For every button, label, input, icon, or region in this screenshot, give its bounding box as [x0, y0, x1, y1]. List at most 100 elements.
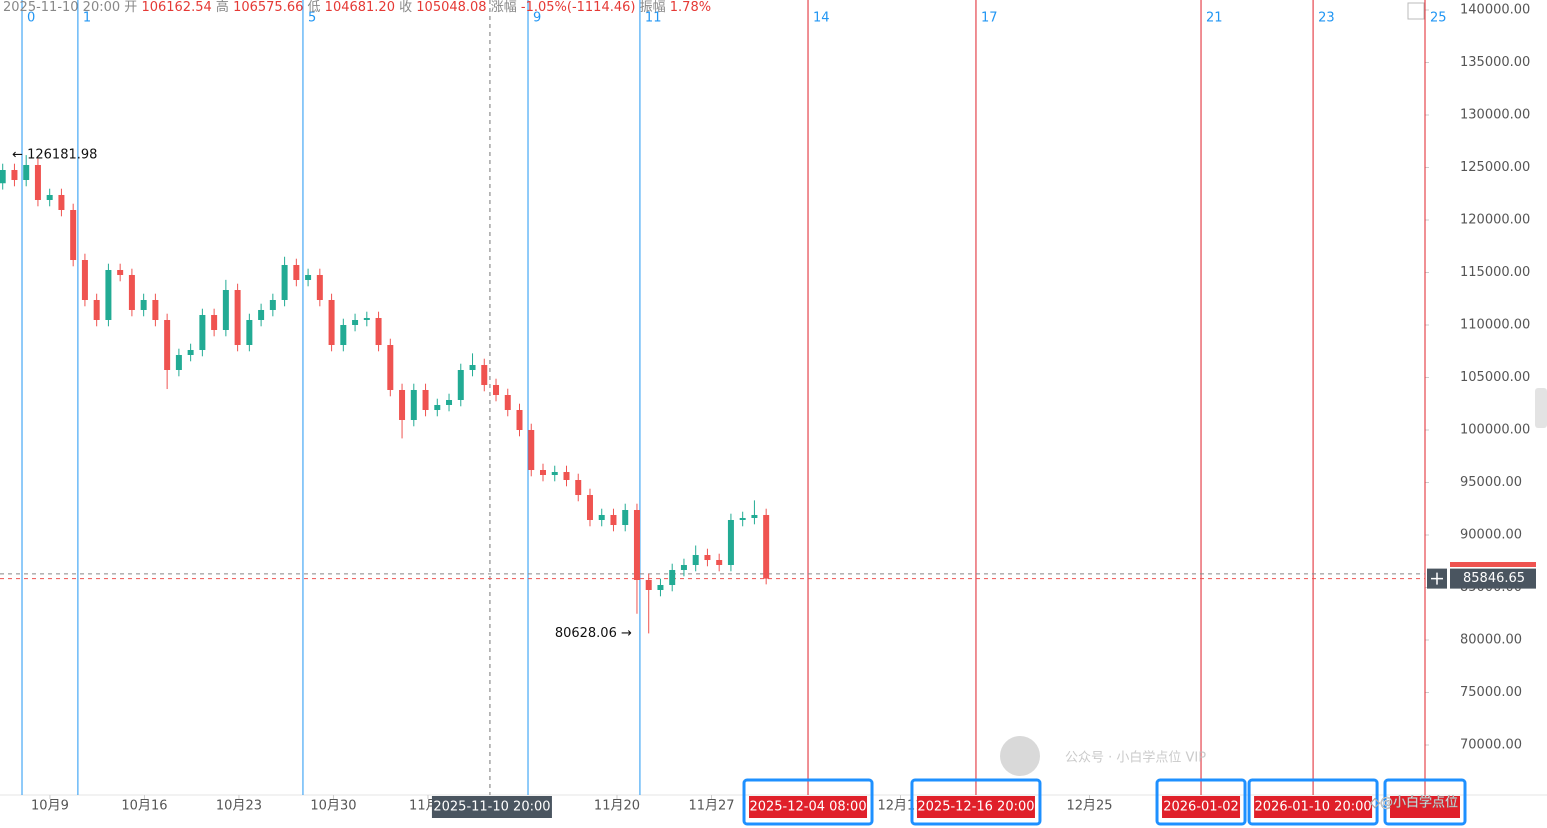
header-item: 收 — [399, 0, 412, 15]
candle-body — [363, 317, 370, 320]
candle-body — [457, 370, 464, 400]
candle-body — [669, 569, 676, 585]
candle-body — [293, 265, 300, 280]
header-item: 高 — [216, 0, 229, 15]
x-tick-label: 10月9 — [31, 799, 69, 814]
corner-icon[interactable] — [1407, 2, 1425, 20]
candle-body — [551, 471, 558, 476]
time-zone-label: 1 — [83, 11, 91, 26]
y-tick-label: 100000.00 — [1460, 422, 1530, 437]
candle-body — [610, 514, 617, 526]
header-item: -1.05%(-1114.46) — [521, 0, 636, 15]
date-highlight — [742, 778, 874, 826]
candle-body — [164, 319, 171, 371]
price-badge-top — [1450, 562, 1536, 567]
x-tick-label: 11月27 — [688, 799, 734, 814]
y-tick-label: 75000.00 — [1460, 685, 1522, 700]
header-item: 1.78% — [670, 0, 711, 15]
watermark-icon — [1000, 736, 1040, 776]
ohlc-header: 2025-11-10 20:00 开 106162.54 高 106575.66… — [3, 0, 711, 15]
candle-body — [446, 399, 453, 405]
candle-body — [140, 299, 147, 310]
candle-body — [716, 559, 723, 565]
candle-body — [105, 269, 112, 320]
y-tick-label: 135000.00 — [1460, 55, 1530, 70]
x-tick-label: 10月23 — [216, 799, 262, 814]
candle-body — [128, 274, 135, 310]
y-tick-label: 120000.00 — [1460, 212, 1530, 227]
candle-body — [70, 210, 77, 261]
header-item: 涨幅 — [491, 0, 517, 15]
candle-body — [0, 169, 6, 184]
candle-body — [352, 319, 359, 325]
candle-body — [340, 324, 347, 345]
candle-body — [645, 580, 652, 590]
header-item: 106575.66 — [233, 0, 303, 15]
y-tick-label: 80000.00 — [1460, 632, 1522, 647]
date-badge — [1254, 796, 1373, 818]
date-badge-label: 2026-01-02 — [1163, 800, 1239, 815]
time-zone-label: 0 — [27, 11, 35, 26]
candle-body — [622, 509, 629, 526]
candle-body — [316, 274, 323, 300]
y-tick-label: 90000.00 — [1460, 527, 1522, 542]
x-tick-label: 10月16 — [121, 799, 167, 814]
candle-body — [763, 514, 770, 579]
candle-body — [117, 269, 124, 275]
candle-body — [187, 349, 194, 355]
candle-body — [739, 517, 746, 520]
time-zone-label: 5 — [308, 11, 316, 26]
candle-body — [633, 509, 640, 581]
candle-body — [328, 299, 335, 345]
candle-body — [375, 317, 382, 345]
candle-body — [469, 365, 476, 371]
candle-body — [504, 395, 511, 410]
header-item: 振幅 — [640, 0, 666, 15]
candle-body — [11, 169, 18, 180]
date-badge-label: 2025-12-16 20:00 — [917, 800, 1034, 815]
candle-body — [692, 555, 699, 565]
candle-body — [199, 315, 206, 350]
date-badge — [749, 796, 868, 818]
header-item: 106162.54 — [141, 0, 211, 15]
candle-body — [598, 514, 605, 520]
candle-body — [539, 470, 546, 476]
side-handle[interactable] — [1535, 388, 1547, 428]
watermark-small: ◇@小白学点位 — [1370, 795, 1458, 811]
candle-body — [481, 365, 488, 385]
candle-body — [258, 309, 265, 320]
candle-body — [211, 315, 218, 330]
date-highlight — [1383, 778, 1467, 826]
time-zone-label: 11 — [645, 11, 662, 26]
candle-body — [680, 564, 687, 570]
date-badge — [1390, 796, 1460, 818]
candle-body — [434, 404, 441, 410]
candle-body — [34, 164, 41, 200]
extreme-label: 80628.06 → — [555, 626, 632, 641]
time-zone-label: 23 — [1318, 11, 1335, 26]
candle-body — [528, 429, 535, 471]
x-tick-label: 11月20 — [594, 799, 640, 814]
y-tick-label: 140000.00 — [1460, 2, 1530, 17]
date-badge-label: 2026-01-10 20:00 — [1255, 800, 1372, 815]
candle-body — [281, 265, 288, 300]
price-badge — [1450, 568, 1536, 589]
candle-body — [152, 299, 159, 320]
candle-body — [175, 354, 182, 371]
header-item: 低 — [308, 0, 321, 15]
date-badge — [916, 796, 1035, 818]
candle-body — [58, 194, 65, 211]
header-item: 104681.20 — [325, 0, 395, 15]
y-tick-label: 125000.00 — [1460, 160, 1530, 175]
candle-body — [93, 299, 100, 320]
y-tick-label: 115000.00 — [1460, 265, 1530, 280]
header-item: 开 — [124, 0, 137, 15]
candle-body — [422, 389, 429, 410]
y-tick-label: 110000.00 — [1460, 317, 1530, 332]
candle-body — [751, 514, 758, 518]
header-item: 105048.08 — [416, 0, 486, 15]
watermark: 公众号 · 小白学点位 VIP — [1065, 750, 1206, 766]
x-tick-label: 10月30 — [310, 799, 356, 814]
